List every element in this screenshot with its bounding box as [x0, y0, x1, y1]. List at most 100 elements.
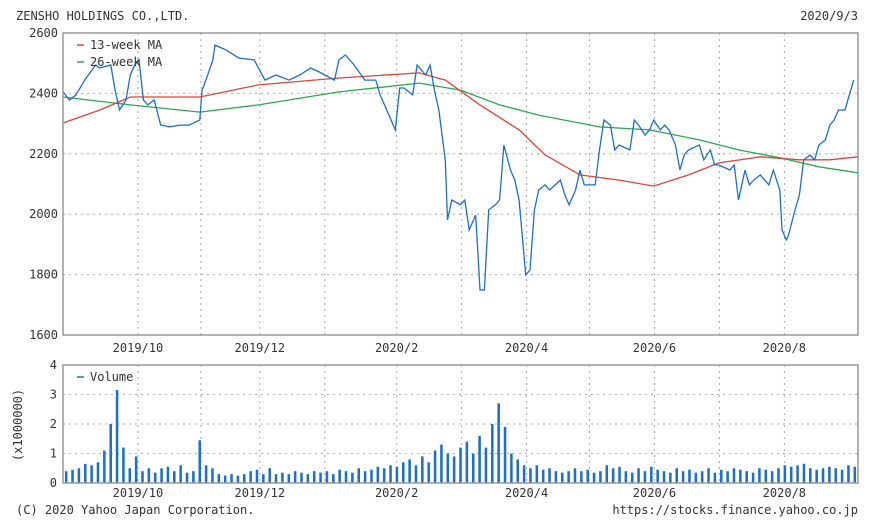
volume-bar [160, 468, 163, 483]
volume-axis-tick-label: 3 [50, 388, 57, 402]
price-line [62, 44, 855, 291]
volume-bar [484, 447, 488, 483]
volume-bar [287, 474, 291, 483]
volume-bar [599, 471, 602, 483]
volume-x-tick-label: 2020/6 [633, 486, 676, 500]
volume-bar [681, 471, 685, 483]
volume-bar [179, 465, 182, 483]
volume-bar [611, 468, 615, 483]
volume-bar [758, 468, 761, 483]
volume-bar [185, 472, 189, 483]
volume-bar [452, 456, 456, 483]
volume-bar [789, 466, 793, 483]
source-link[interactable]: https://stocks.finance.yahoo.co.jp [612, 503, 858, 517]
volume-axis-unit-label: (x1000000) [11, 389, 25, 461]
price-x-tick-label: 2020/2 [375, 341, 418, 355]
company-title: ZENSHO HOLDINGS CO.,LTD. [16, 9, 190, 23]
volume-bar [198, 440, 202, 483]
volume-bar [535, 465, 539, 483]
legend-label: 13-week MA [90, 38, 163, 52]
volume-bar [637, 468, 640, 483]
volume-bar [300, 472, 303, 483]
volume-bar [605, 465, 609, 483]
price-axis-tick-label: 2000 [29, 207, 58, 221]
price-x-tick-label: 2019/12 [235, 341, 286, 355]
volume-bar [71, 469, 74, 483]
volume-bar [338, 469, 341, 483]
price-axis-tick-label: 1600 [29, 328, 58, 342]
volume-bar [134, 456, 138, 483]
volume-bar [147, 468, 151, 483]
volume-bar [389, 465, 392, 483]
volume-bar [618, 466, 621, 483]
volume-bar [554, 471, 558, 483]
volume-bar [694, 472, 698, 483]
volume-bar [688, 469, 691, 483]
volume-bar [242, 474, 246, 483]
volume-bar [312, 471, 316, 483]
ma13-line [62, 72, 859, 187]
volume-bar [173, 471, 176, 483]
volume-bar [592, 472, 596, 483]
volume-bar [64, 471, 68, 483]
volume-bar [249, 471, 252, 483]
volume-bar [90, 465, 93, 483]
price-chart-frame [62, 32, 859, 336]
volume-bar [745, 471, 748, 483]
volume-bar [433, 450, 437, 483]
volume-bar [115, 390, 119, 483]
volume-bar [726, 471, 729, 483]
volume-bar [732, 468, 736, 483]
volume-bar [853, 466, 857, 483]
volume-bar [128, 468, 132, 483]
volume-bar [669, 472, 672, 483]
volume-bar [840, 469, 844, 483]
price-x-tick-label: 2020/8 [763, 341, 806, 355]
volume-bar [408, 459, 411, 483]
volume-bar [821, 468, 825, 483]
volume-bar [122, 447, 125, 483]
price-x-tick-label: 2020/4 [505, 341, 548, 355]
volume-bar [306, 474, 310, 483]
volume-bar [395, 466, 399, 483]
volume-bar [650, 466, 653, 483]
volume-axis-tick-label: 4 [50, 358, 57, 372]
volume-x-tick-label: 2020/8 [763, 486, 806, 500]
volume-bar [662, 471, 666, 483]
volume-bar [624, 471, 628, 483]
volume-x-tick-label: 2020/4 [505, 486, 548, 500]
volume-bar [382, 468, 386, 483]
volume-bar [230, 474, 233, 483]
volume-bar [96, 462, 100, 483]
volume-bar [376, 466, 380, 483]
volume-bar [770, 471, 774, 483]
price-axis-tick-label: 2400 [29, 86, 58, 100]
volume-axis-tick-label: 2 [50, 417, 57, 431]
volume-bar [103, 450, 106, 483]
volume-bar [796, 465, 799, 483]
volume-bar [573, 468, 577, 483]
volume-bar [446, 453, 450, 483]
volume-bar [815, 469, 818, 483]
volume-bar [529, 468, 532, 483]
volume-bar [580, 471, 583, 483]
volume-bar [153, 472, 157, 483]
volume-bar [751, 472, 755, 483]
volume-bar [192, 471, 195, 483]
volume-bar [510, 453, 513, 483]
volume-bar [262, 474, 265, 483]
volume-bar [427, 462, 430, 483]
volume-bar [166, 466, 170, 483]
volume-bar [293, 471, 297, 483]
volume-bar [109, 424, 112, 483]
volume-bar [370, 469, 373, 483]
volume-bar [548, 468, 551, 483]
volume-bar [255, 469, 259, 483]
price-x-tick-label: 2019/10 [113, 341, 164, 355]
volume-bar [274, 474, 278, 483]
volume-bar [363, 471, 367, 483]
volume-bar [783, 465, 787, 483]
volume-bar [560, 472, 564, 483]
volume-bar [465, 441, 469, 483]
